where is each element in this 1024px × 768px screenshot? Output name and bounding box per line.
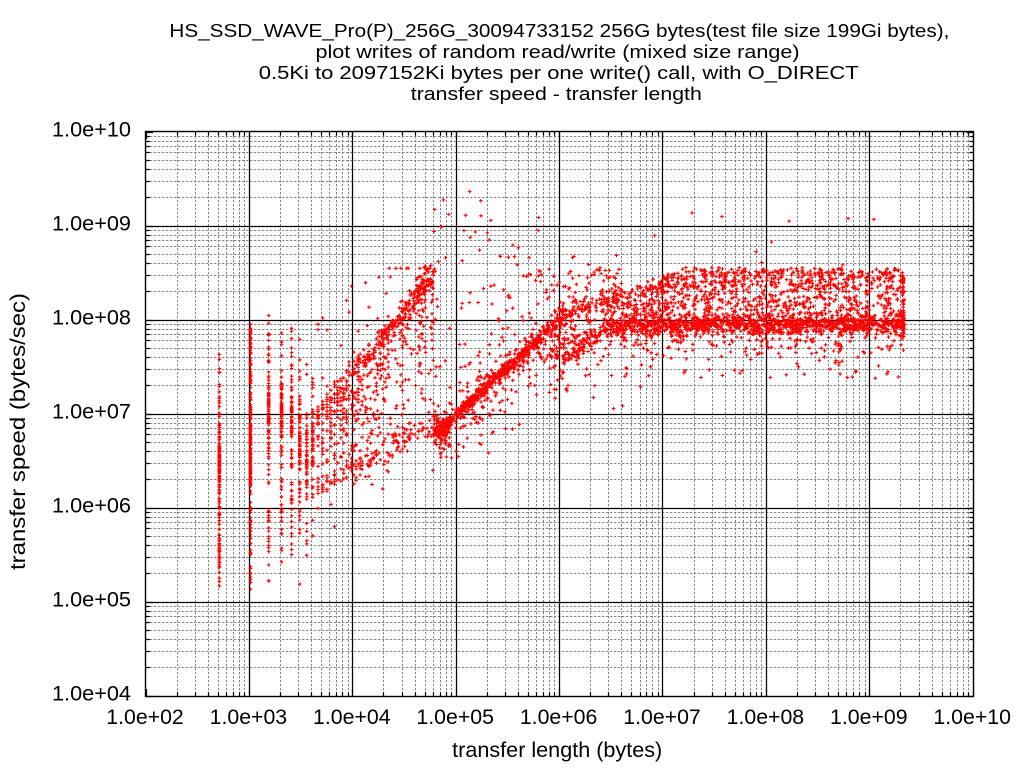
svg-text:1.0e+06: 1.0e+06 [52, 495, 131, 518]
svg-text:1.0e+04: 1.0e+04 [52, 683, 131, 706]
svg-text:1.0e+09: 1.0e+09 [830, 706, 908, 729]
svg-text:1.0e+07: 1.0e+07 [52, 401, 131, 424]
svg-text:1.0e+08: 1.0e+08 [52, 307, 131, 330]
svg-text:transfer speed - transfer leng: transfer speed - transfer length [411, 83, 702, 104]
svg-text:0.5Ki to 2097152Ki bytes per o: 0.5Ki to 2097152Ki bytes per one write()… [259, 62, 859, 84]
svg-text:HS_SSD_WAVE_Pro(P)_256G_300947: HS_SSD_WAVE_Pro(P)_256G_30094733152 256G… [169, 20, 949, 42]
svg-text:1.0e+07: 1.0e+07 [623, 706, 701, 729]
svg-text:1.0e+03: 1.0e+03 [210, 706, 288, 729]
svg-text:1.0e+05: 1.0e+05 [416, 706, 494, 729]
svg-text:1.0e+02: 1.0e+02 [106, 706, 184, 729]
svg-text:1.0e+08: 1.0e+08 [727, 706, 805, 729]
svg-text:transfer length (bytes): transfer length (bytes) [452, 739, 662, 762]
svg-text:1.0e+06: 1.0e+06 [520, 706, 598, 729]
svg-text:transfer speed (bytes/sec): transfer speed (bytes/sec) [7, 293, 30, 570]
svg-text:plot writes of random read/wri: plot writes of random read/write (mixed … [316, 41, 800, 62]
svg-text:1.0e+09: 1.0e+09 [52, 213, 131, 236]
svg-text:1.0e+04: 1.0e+04 [313, 706, 391, 729]
svg-text:1.0e+10: 1.0e+10 [52, 119, 131, 142]
svg-text:1.0e+05: 1.0e+05 [52, 589, 131, 612]
svg-text:1.0e+10: 1.0e+10 [933, 706, 1011, 729]
